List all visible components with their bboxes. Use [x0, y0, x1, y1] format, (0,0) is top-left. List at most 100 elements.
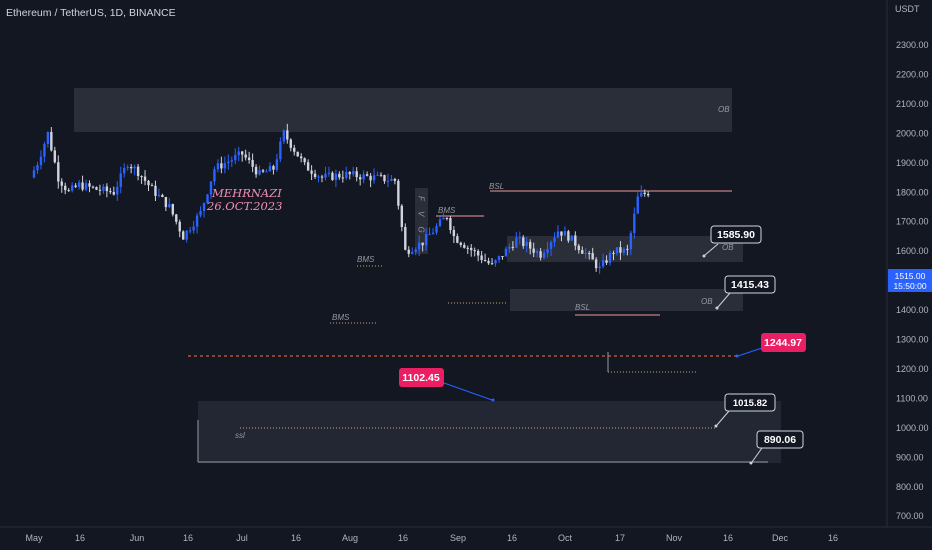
candle-body: [60, 181, 63, 186]
ob-zone-top[interactable]: [74, 88, 732, 132]
candle-body: [369, 175, 372, 181]
callout-890[interactable]: 890.06: [749, 430, 804, 465]
candle-body: [244, 154, 247, 158]
candle-body: [234, 155, 237, 161]
candle-body: [435, 226, 438, 233]
demand-zone[interactable]: [198, 401, 781, 463]
time-tick-label: Dec: [772, 533, 789, 543]
candle-body: [473, 250, 476, 252]
candle-body: [466, 247, 469, 249]
price-tick-label: 1200.00: [896, 364, 929, 374]
candle-body: [487, 260, 490, 264]
candle-body: [511, 246, 515, 248]
price-tick-label: 1300.00: [896, 335, 929, 345]
time-tick-label: 16: [723, 533, 733, 543]
time-tick-label: Nov: [666, 533, 683, 543]
candle-body: [154, 185, 157, 196]
time-tick-label: 16: [828, 533, 838, 543]
candle-body: [223, 163, 227, 169]
candle-body: [327, 172, 331, 174]
candle-body: [116, 186, 119, 195]
bsl-top-label: BSL: [489, 182, 504, 191]
candle-body: [286, 130, 289, 140]
callout-1585[interactable]: 1585.90: [702, 225, 762, 258]
candle-body: [147, 180, 150, 186]
candle-body: [50, 131, 53, 151]
candle-body: [390, 178, 393, 181]
candle-body: [88, 183, 91, 187]
candle-body: [227, 161, 230, 164]
candle-body: [386, 180, 390, 182]
price-tick-label: 900.00: [896, 452, 924, 462]
candle-body: [605, 260, 608, 263]
candle-body: [168, 204, 171, 208]
candle-body: [376, 174, 379, 176]
candle-body: [53, 150, 57, 163]
candle-body: [348, 172, 351, 175]
candle-body: [355, 171, 358, 178]
time-tick-label: Jun: [130, 533, 145, 543]
candle-body: [136, 166, 140, 176]
callout-1244-label: 1244.97: [764, 337, 802, 349]
candle-body: [133, 166, 136, 169]
candle-body: [296, 151, 299, 157]
candle-body: [275, 159, 279, 170]
time-tick-label: 16: [75, 533, 85, 543]
candle-body: [619, 247, 622, 253]
candlestick-series: [32, 123, 650, 274]
candle-body: [379, 174, 383, 176]
candle-body: [317, 176, 320, 178]
candle-body: [622, 248, 626, 253]
price-tick-label: 1800.00: [896, 187, 929, 197]
candle-body: [282, 130, 286, 142]
candle-body: [352, 171, 355, 175]
candle-body: [213, 169, 216, 182]
candle-body: [612, 252, 615, 254]
candle-body: [331, 172, 334, 180]
callout-1015[interactable]: 1015.82: [714, 393, 776, 428]
candle-body: [362, 174, 365, 180]
bms-3-label: BMS: [438, 206, 456, 215]
callout-1102[interactable]: 1102.45: [399, 368, 495, 402]
callout-1244[interactable]: 1244.97: [735, 333, 807, 358]
candle-body: [539, 251, 542, 258]
candle-body: [358, 177, 362, 180]
candle-body: [64, 185, 67, 191]
candle-body: [497, 256, 501, 261]
candle-body: [254, 166, 258, 175]
candle-body: [77, 182, 81, 187]
candle-body: [431, 232, 435, 235]
price-tick-label: 2000.00: [896, 128, 929, 138]
candle-body: [81, 182, 84, 190]
candle-body: [598, 266, 601, 269]
callout-890-label: 890.06: [764, 434, 796, 446]
candle-body: [591, 253, 594, 260]
candle-body: [178, 221, 181, 232]
callout-1415[interactable]: 1415.43: [715, 275, 776, 310]
candle-body: [633, 213, 636, 233]
candle-body: [185, 230, 188, 240]
candle-body: [560, 231, 563, 236]
price-tick-label: 700.00: [896, 511, 924, 521]
price-tick-label: 1000.00: [896, 423, 929, 433]
candle-body: [428, 234, 431, 236]
candle-body: [206, 194, 209, 204]
ob-zone-mid[interactable]: [510, 289, 743, 311]
candle-body: [345, 172, 348, 179]
candle-body: [341, 177, 345, 179]
candle-body: [525, 242, 528, 246]
candle-body: [581, 250, 584, 254]
candle-body: [102, 186, 105, 191]
candle-body: [490, 263, 494, 265]
time-tick-label: Oct: [558, 533, 573, 543]
candle-body: [563, 231, 567, 236]
time-axis[interactable]: May 16 Jun 16 Jul 16 Aug 16 Sep 16 Oct 17 Nov 16 Dec 16: [0, 526, 932, 543]
candle-body: [601, 260, 605, 267]
candle-body: [258, 170, 261, 175]
ob-upper-label: OB: [722, 243, 734, 252]
fvg-zone[interactable]: [415, 188, 428, 254]
price-axis[interactable]: USDT 2300.00 2200.00 2100.00 2000.00 1900.00…: [886, 0, 929, 527]
candle-body: [608, 252, 612, 263]
candle-body: [445, 217, 449, 219]
